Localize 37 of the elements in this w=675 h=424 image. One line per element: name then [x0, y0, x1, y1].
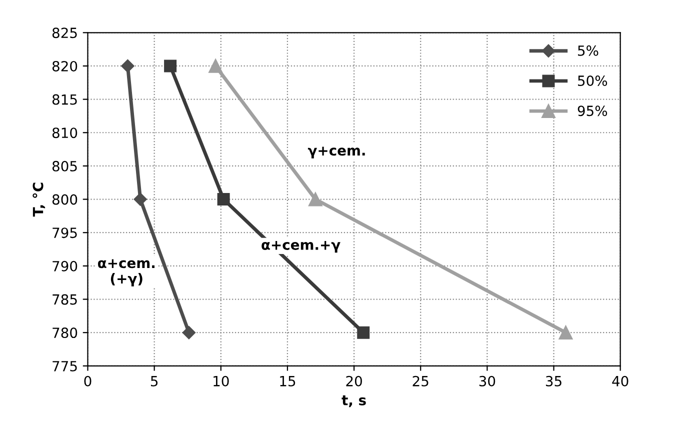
annotation: α+cem. (+γ) [98, 259, 154, 286]
x-axis-title: t, s [342, 395, 366, 408]
x-tick-label: 10 [214, 376, 229, 386]
x-tick-label: 5 [150, 376, 158, 386]
x-tick-label: 25 [412, 376, 428, 386]
y-tick-label: 775 [52, 361, 77, 372]
x-tick-label: 15 [280, 376, 296, 386]
point [121, 59, 134, 73]
y-axis-title: T, °C [32, 182, 46, 217]
point [134, 192, 147, 206]
point [208, 59, 223, 73]
y-tick-label: 825 [52, 28, 77, 38]
y-tick-label: 795 [52, 228, 77, 238]
y-tick-label: 800 [52, 194, 78, 205]
point [164, 60, 177, 72]
legend-label: 50% [578, 76, 608, 86]
x-tick-label: 35 [546, 376, 562, 386]
legend-label: 95% [578, 106, 608, 116]
x-tick-label: 0 [84, 376, 92, 386]
point [558, 326, 573, 340]
point [217, 193, 230, 206]
y-tick-label: 810 [52, 128, 78, 138]
x-tick-label: 20 [346, 376, 362, 386]
y-tick-label: 785 [52, 294, 77, 305]
legend-label: 5% [578, 45, 598, 56]
annotation: α+cem.+γ [262, 241, 340, 253]
point [357, 326, 370, 339]
point [182, 326, 196, 340]
x-tick-label: 40 [612, 376, 628, 386]
y-tick-label: 805 [52, 160, 77, 172]
y-tick-label: 815 [52, 94, 77, 105]
annotation: γ+cem. [308, 146, 365, 158]
y-tick-label: 780 [52, 328, 78, 338]
x-tick-label: 30 [479, 376, 496, 386]
point [308, 192, 322, 206]
y-tick-label: 820 [52, 60, 78, 72]
y-tick-label: 790 [52, 260, 78, 272]
